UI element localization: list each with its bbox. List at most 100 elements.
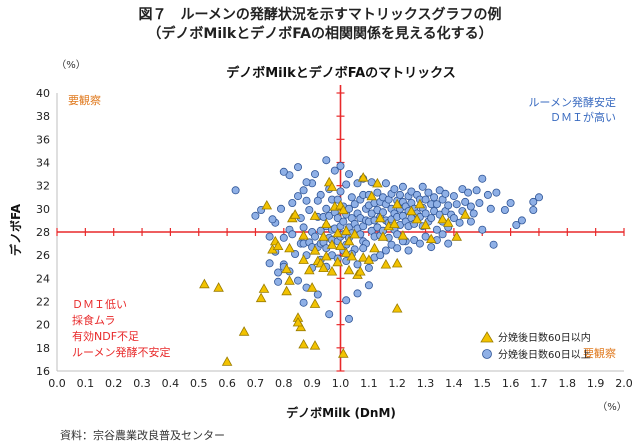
data-point-circle [336, 161, 345, 170]
data-point-triangle [335, 240, 346, 251]
quadrant-label-bottom-left-2: 採食ムラ [72, 313, 115, 327]
data-point-circle [344, 170, 353, 179]
data-point-triangle [289, 209, 301, 219]
data-point-triangle [298, 230, 309, 240]
data-point-circle [404, 246, 413, 255]
data-point-circle [398, 182, 407, 191]
data-point-triangle [397, 230, 409, 240]
data-point-triangle [309, 245, 321, 255]
quadrant-label-top-right-1: ルーメン発酵安定 [528, 95, 616, 109]
data-point-circle [427, 214, 436, 223]
data-point-circle [313, 196, 322, 205]
data-point-triangle [340, 247, 352, 257]
x-tick-label: 1.5 [474, 377, 492, 390]
data-point-circle [302, 178, 311, 187]
data-point-circle [322, 204, 331, 213]
data-point-triangle [380, 258, 392, 269]
data-point-triangle [389, 218, 400, 229]
y-unit-label: （%） [56, 59, 86, 71]
data-point-triangle [321, 250, 332, 261]
y-tick-label: 40 [36, 87, 50, 100]
data-point-triangle [295, 321, 307, 332]
data-point-circle [325, 310, 334, 319]
x-tick-label: 0.0 [48, 377, 66, 390]
data-point-circle [506, 198, 515, 207]
data-point-circle [387, 240, 396, 249]
x-tick-label: 0.6 [218, 377, 236, 390]
x-tick-label: 1.8 [559, 377, 577, 390]
data-point-circle [359, 244, 368, 253]
data-point-triangle [321, 218, 332, 229]
data-point-triangle [318, 262, 329, 273]
data-point-circle [288, 198, 297, 207]
y-tick-label: 24 [36, 272, 50, 285]
data-point-circle [472, 186, 481, 195]
data-point-circle [452, 200, 461, 209]
data-point-circle [274, 268, 283, 277]
data-point-triangle [366, 190, 377, 201]
data-point-circle [444, 239, 453, 248]
x-tick-label: 1.1 [360, 377, 378, 390]
data-point-circle [316, 226, 325, 235]
data-point-triangle [346, 250, 358, 261]
data-point-triangle [425, 233, 437, 244]
data-point-triangle [258, 283, 270, 293]
y-tick-label: 16 [36, 365, 50, 378]
data-point-circle [461, 197, 470, 206]
data-point-triangle [281, 263, 292, 274]
data-point-circle [438, 230, 447, 239]
data-point-circle [305, 205, 314, 214]
data-point-circle [310, 170, 319, 179]
data-point-circle [367, 209, 376, 218]
data-point-circle [293, 192, 302, 201]
quadrant-label-bottom-left-4: ルーメン発酵不安定 [72, 345, 171, 359]
x-tick-label: 1.6 [502, 377, 520, 390]
data-point-circle [299, 186, 308, 195]
data-point-circle [390, 185, 399, 194]
data-point-circle [458, 185, 467, 194]
x-unit-label: （%） [597, 401, 627, 413]
data-point-circle [276, 204, 285, 213]
data-point-circle [517, 216, 526, 225]
data-point-triangle [309, 298, 321, 308]
data-point-triangle [451, 231, 462, 241]
y-tick-label: 38 [36, 110, 50, 123]
data-point-circle [288, 230, 297, 239]
data-point-circle [274, 277, 283, 286]
data-point-circle [279, 233, 288, 242]
data-point-circle [322, 156, 331, 165]
data-point-triangle [261, 199, 273, 210]
x-tick-label: 0.8 [275, 377, 293, 390]
data-point-circle [373, 188, 382, 197]
data-point-triangle [298, 338, 309, 349]
x-tick-label: 0.9 [303, 377, 321, 390]
data-point-triangle [309, 340, 321, 350]
x-axis-label: デノボMilk (DnM) [286, 405, 396, 420]
data-point-circle [251, 211, 260, 220]
data-point-circle [444, 201, 453, 210]
x-tick-label: 0.5 [190, 377, 208, 390]
data-point-triangle [326, 181, 338, 191]
data-point-circle [529, 197, 538, 206]
data-point-circle [478, 174, 487, 183]
legend: 分娩後日数60日以内 分娩後日数60日以上 [480, 331, 591, 361]
data-point-triangle [255, 292, 267, 303]
data-point-circle [430, 207, 439, 216]
data-point-circle [435, 186, 444, 195]
data-point-circle [430, 193, 439, 202]
data-point-triangle [357, 252, 369, 262]
data-point-triangle [318, 231, 329, 241]
data-point-triangle [281, 285, 292, 296]
quadrant-label-bottom-left-3: 有効NDF不足 [72, 329, 139, 343]
x-tick-label: 1.2 [388, 377, 406, 390]
data-point-triangle [326, 239, 338, 249]
data-point-circle [535, 193, 544, 202]
data-point-circle [364, 263, 373, 272]
y-tick-label: 22 [36, 296, 50, 309]
quadrant-label-top-left: 要観察 [68, 93, 101, 107]
data-point-circle [441, 189, 450, 198]
data-point-triangle [420, 219, 431, 230]
data-point-circle [449, 192, 458, 201]
x-tick-label: 0.7 [247, 377, 265, 390]
